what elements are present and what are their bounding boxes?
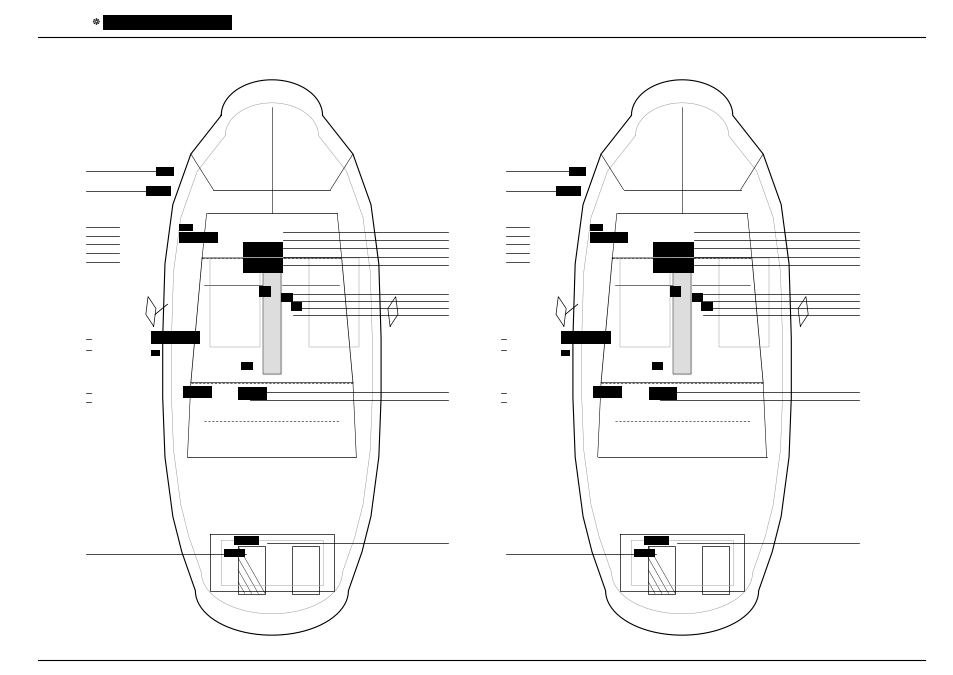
Bar <box>241 362 253 370</box>
Text: ☸: ☸ <box>91 17 100 26</box>
Bar <box>560 350 570 356</box>
Bar <box>669 286 680 297</box>
Bar <box>589 232 627 243</box>
Polygon shape <box>263 264 280 374</box>
Bar <box>243 258 283 273</box>
Bar <box>259 286 271 297</box>
Bar <box>619 258 669 347</box>
Bar <box>291 302 302 311</box>
Bar <box>701 546 729 593</box>
Bar <box>183 386 212 398</box>
Bar <box>648 546 675 593</box>
Bar <box>309 258 358 347</box>
Bar <box>700 302 712 311</box>
Bar <box>643 536 668 545</box>
Bar <box>146 186 171 196</box>
Bar <box>224 549 245 557</box>
Bar <box>560 331 610 344</box>
Bar <box>719 258 768 347</box>
Bar <box>210 258 259 347</box>
Bar <box>648 387 677 400</box>
Bar <box>233 536 258 545</box>
Bar <box>179 224 193 231</box>
Bar <box>156 167 173 176</box>
Bar <box>653 242 693 256</box>
Bar <box>691 293 702 302</box>
Bar <box>568 167 585 176</box>
Bar <box>634 549 655 557</box>
Bar <box>151 331 200 344</box>
Bar <box>151 350 160 356</box>
Bar <box>243 242 283 256</box>
Bar <box>238 387 267 400</box>
Bar <box>179 232 217 243</box>
Bar <box>653 258 693 273</box>
Polygon shape <box>673 264 690 374</box>
Bar <box>556 186 580 196</box>
Bar <box>281 293 293 302</box>
Bar <box>593 386 621 398</box>
Bar <box>103 15 232 30</box>
Bar <box>589 224 602 231</box>
Bar <box>292 546 319 593</box>
Bar <box>651 362 662 370</box>
Bar <box>238 546 265 593</box>
